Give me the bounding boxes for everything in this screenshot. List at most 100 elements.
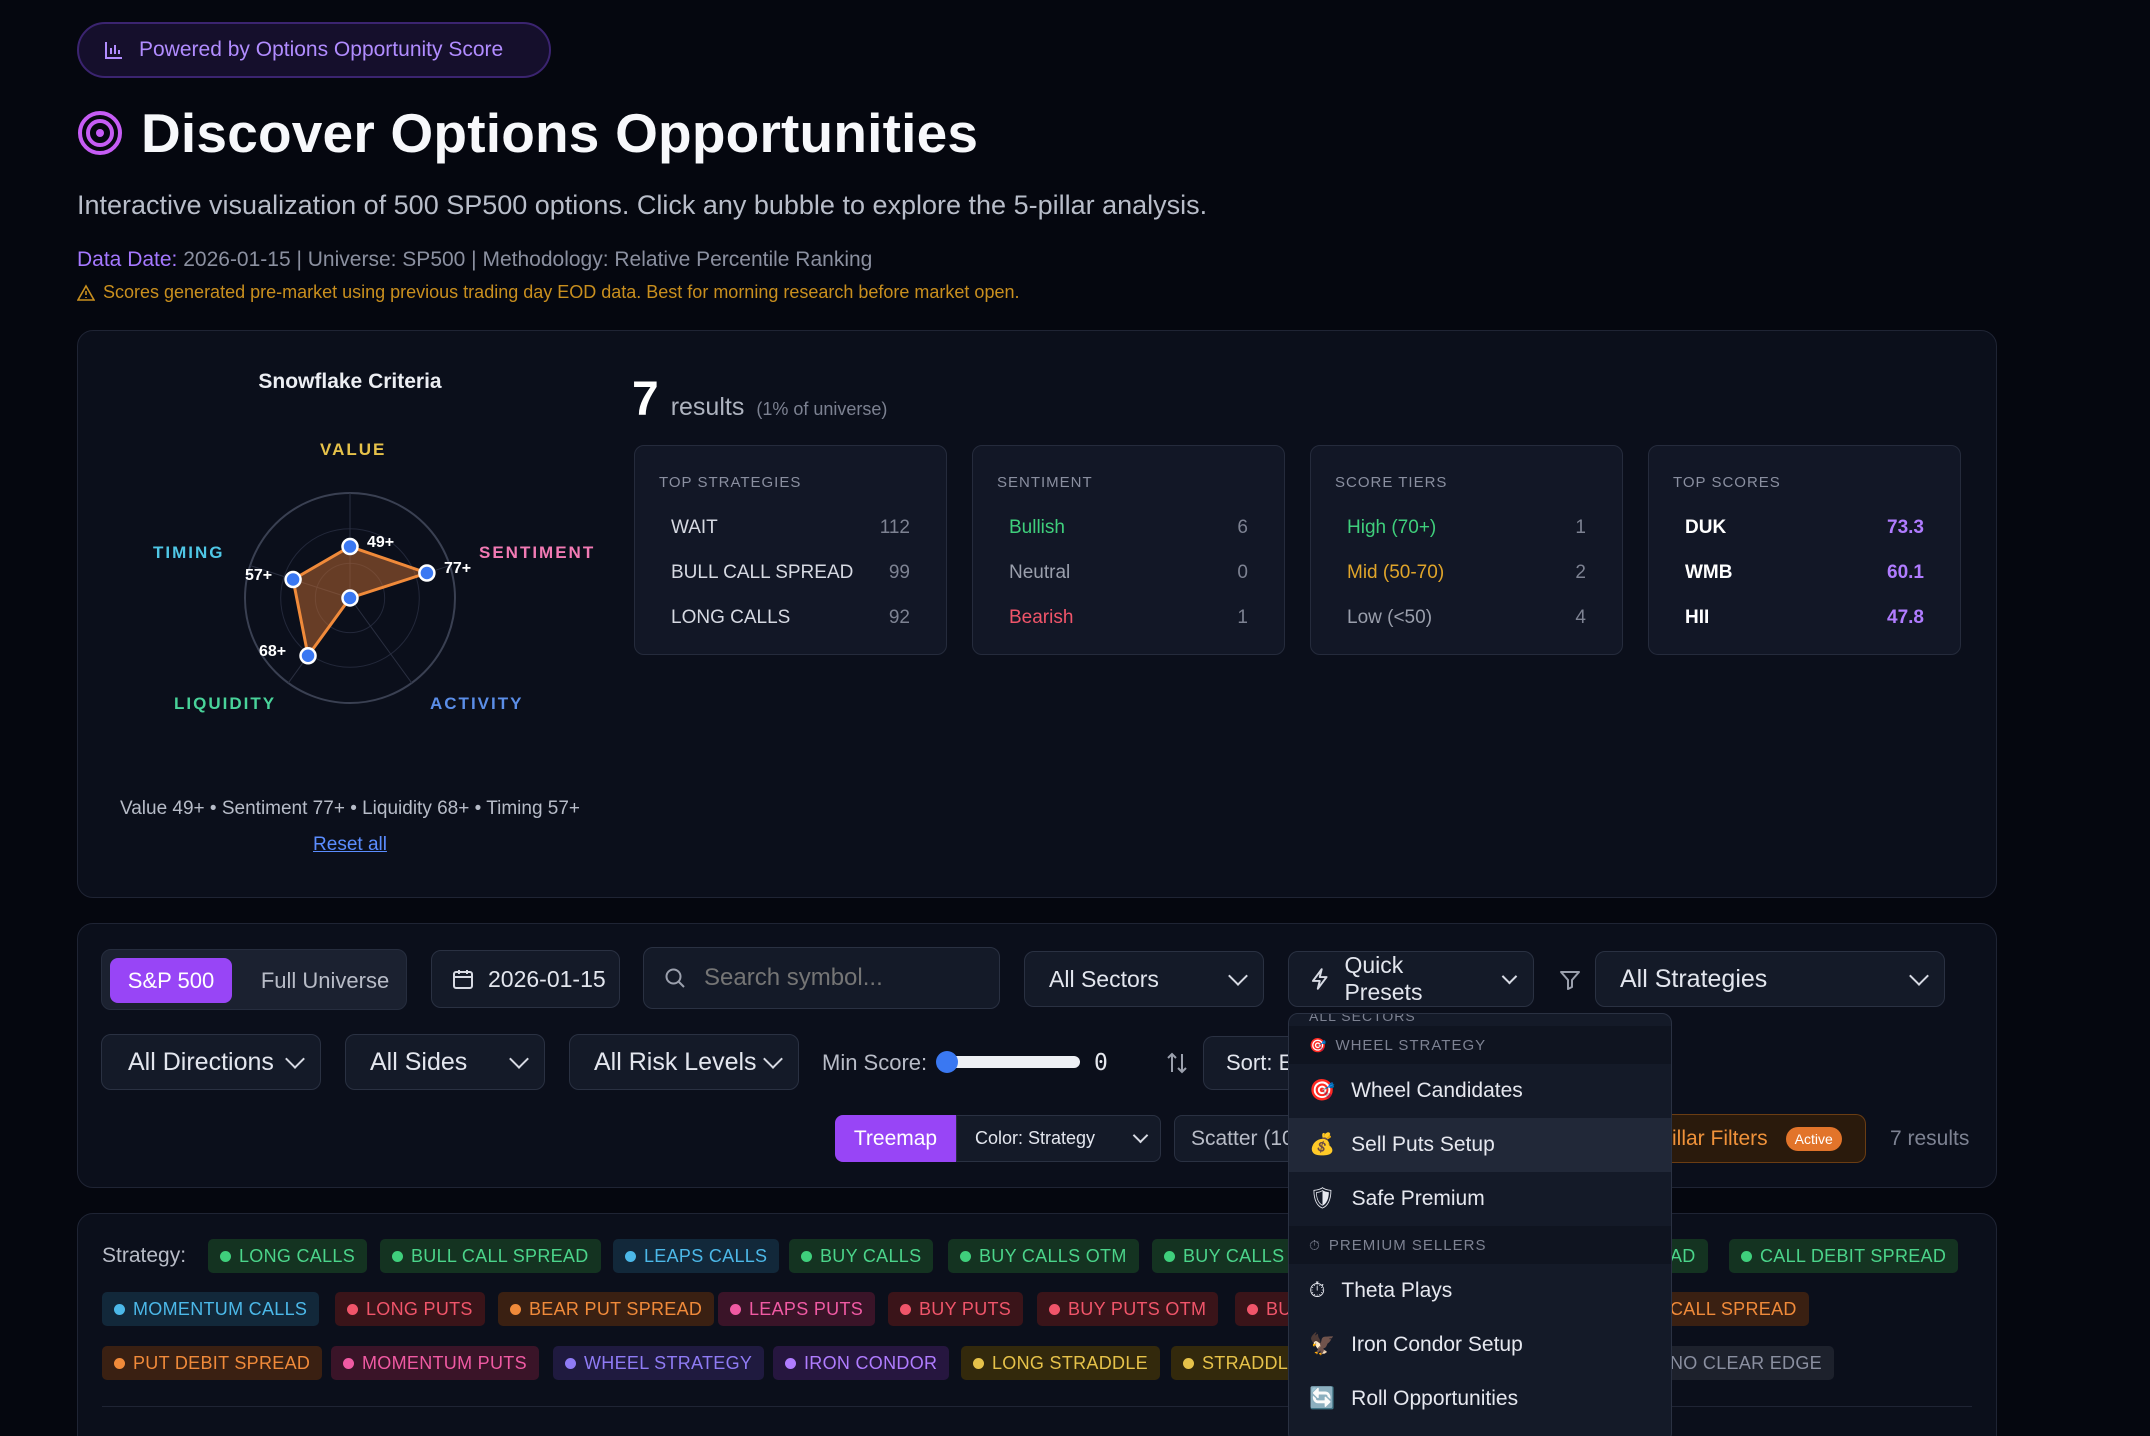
radar-handle-timing[interactable]: [284, 570, 302, 589]
min-score-thumb[interactable]: [936, 1051, 958, 1073]
strategy-pill[interactable]: BULL CALL SPREAD: [380, 1239, 601, 1273]
legend-dot: [347, 1303, 358, 1315]
stat-row-label: Neutral: [1009, 561, 1071, 583]
pill-label: BUY CALLS: [820, 1245, 922, 1266]
legend-dot: [960, 1250, 971, 1262]
strategy-pill[interactable]: WHEEL STRATEGY: [553, 1346, 765, 1380]
stat-row-value: 92: [888, 606, 910, 628]
stat-top-scores: TOP SCORES DUK 73.3 WMB 60.1 HII 47.8: [1648, 445, 1961, 655]
badge-text: Powered by Options Opportunity Score: [139, 38, 504, 61]
menu-item-roll-opportunities[interactable]: 🔄 Roll Opportunities: [1289, 1372, 1671, 1426]
stat-row-label: HII: [1685, 606, 1710, 628]
strategy-pill[interactable]: BEAR PUT SPREAD: [498, 1292, 715, 1326]
treemap-button[interactable]: Treemap: [835, 1115, 956, 1162]
sector-select[interactable]: All Sectors: [1024, 951, 1264, 1007]
search-box[interactable]: [643, 947, 1000, 1009]
strategy-pill[interactable]: BUY CALLS: [789, 1239, 934, 1273]
results-label: 7 results: [1890, 1127, 1970, 1150]
strategy-pill[interactable]: BUY CALLS ·: [1152, 1239, 1309, 1273]
min-score-track[interactable]: [938, 1056, 1080, 1068]
color-select[interactable]: Color: Strategy: [956, 1115, 1161, 1162]
menu-item-safe-premium[interactable]: 🛡 Safe Premium: [1289, 1172, 1671, 1226]
stat-row[interactable]: WMB 60.1: [1673, 550, 1936, 595]
radar-handle-value[interactable]: [341, 537, 359, 556]
filter-icon[interactable]: [1558, 968, 1582, 992]
universe-full-button[interactable]: Full Universe: [260, 967, 390, 993]
sort-direction-icon[interactable]: [1164, 1050, 1190, 1076]
strategy-pill[interactable]: NO CLEAR EDGE: [1660, 1346, 1834, 1380]
menu-item-sell-puts-setup[interactable]: 💰 Sell Puts Setup: [1289, 1118, 1671, 1172]
stat-row-value: 47.8: [1887, 606, 1924, 628]
stat-row-label: Low (<50): [1347, 606, 1433, 628]
strategy-pill[interactable]: LEAPS PUTS: [718, 1292, 876, 1326]
legend-dot: [1247, 1303, 1258, 1315]
chevron-down-icon: [1909, 966, 1929, 986]
strategy-pill[interactable]: PUT DEBIT SPREAD: [102, 1346, 323, 1380]
page-title-row: Discover Options Opportunities: [77, 98, 978, 168]
strategy-pill[interactable]: CALL DEBIT SPREAD: [1729, 1239, 1959, 1273]
universe-sp500-button[interactable]: S&P 500: [110, 958, 232, 1003]
risk-select[interactable]: All Risk Levels: [569, 1034, 799, 1090]
menu-group-label: PREMIUM SELLERS: [1328, 1236, 1487, 1254]
strategy-pill[interactable]: LONG PUTS: [335, 1292, 485, 1326]
stat-row[interactable]: DUK 73.3: [1673, 505, 1936, 550]
strategy-pill[interactable]: LONG STRADDLE: [961, 1346, 1160, 1380]
pill-label: WHEEL STRATEGY: [584, 1352, 753, 1373]
strategy-pill[interactable]: MOMENTUM PUTS: [331, 1346, 539, 1380]
legend-dot: [1741, 1250, 1752, 1262]
scatter-label: Scatter (10: [1191, 1126, 1288, 1150]
refresh-icon: 🔄: [1309, 1387, 1336, 1410]
pill-label: BEAR PUT SPREAD: [529, 1298, 703, 1319]
universe-toggle[interactable]: S&P 500 Full Universe: [101, 949, 407, 1010]
quick-presets-menu[interactable]: ALL SECTORS 🎯 WHEEL STRATEGY 🎯 Wheel Candi…: [1288, 1013, 1672, 1436]
search-icon: [665, 968, 685, 988]
data-meta-value: 2026-01-15 | Universe: SP500 | Methodolo…: [177, 248, 873, 271]
stat-row[interactable]: HII 47.8: [1673, 595, 1936, 640]
sort-select[interactable]: Sort: E: [1203, 1036, 1289, 1090]
menu-item-wheel-candidates[interactable]: 🎯 Wheel Candidates: [1289, 1064, 1671, 1118]
radar-handle-sentiment[interactable]: [418, 564, 436, 582]
side-select[interactable]: All Sides: [345, 1034, 545, 1090]
date-picker[interactable]: 2026-01-15: [431, 950, 620, 1008]
pill-label: BUY PUTS: [919, 1298, 1012, 1319]
strategy-select[interactable]: All Strategies: [1595, 951, 1945, 1007]
quick-presets-label: Quick Presets: [1344, 952, 1423, 1005]
radar-handle-liquidity[interactable]: [299, 647, 317, 665]
direction-select[interactable]: All Directions: [101, 1034, 321, 1090]
strategy-pill[interactable]: LEAPS CALLS: [613, 1239, 780, 1273]
dart-icon: 🎯: [1309, 1079, 1336, 1102]
snowflake-radar[interactable]: [230, 478, 470, 718]
stat-row: LONG CALLS 92: [659, 595, 922, 640]
search-input[interactable]: [704, 964, 984, 992]
legend-dot: [973, 1357, 984, 1369]
strategy-pill[interactable]: BUY CALLS OTM: [948, 1239, 1139, 1273]
stat-row-value: 112: [879, 516, 910, 538]
results-word: results: [670, 393, 745, 421]
stat-row-value: 2: [1575, 561, 1586, 583]
page-title: Discover Options Opportunities: [141, 102, 979, 164]
quick-presets-button[interactable]: Quick Presets: [1288, 951, 1534, 1007]
chevron-down-icon: [1132, 1127, 1149, 1144]
strategy-pill[interactable]: BUY PUTS: [888, 1292, 1024, 1326]
bar-chart-icon: [105, 42, 122, 59]
stat-sentiment: SENTIMENT Bullish 6 Neutral 0 Bearish 1: [972, 445, 1285, 655]
strategy-pill[interactable]: CALL SPREAD: [1660, 1292, 1809, 1326]
bird-icon: 🦅: [1309, 1333, 1336, 1356]
radar-handle-activity[interactable]: [341, 589, 359, 607]
stat-heading: SCORE TIERS: [1335, 474, 1448, 491]
stat-row: Bearish 1: [997, 595, 1260, 640]
menu-item-theta-plays[interactable]: ⏱ Theta Plays: [1289, 1264, 1671, 1318]
chevron-down-icon: [763, 1049, 783, 1069]
menu-item-iron-condor-setup[interactable]: 🦅 Iron Condor Setup: [1289, 1318, 1671, 1372]
target-icon: [78, 111, 122, 155]
scatter-button[interactable]: Scatter (10: [1174, 1115, 1288, 1162]
strategy-pill[interactable]: MOMENTUM CALLS: [102, 1292, 320, 1326]
data-date-label: Data Date:: [77, 248, 178, 271]
active-badge: Active: [1785, 1126, 1842, 1151]
stat-score-tiers: SCORE TIERS High (70+) 1 Mid (50-70) 2 Low…: [1310, 445, 1623, 655]
strategy-pill[interactable]: LONG CALLS: [208, 1239, 368, 1273]
pillar-filters-button[interactable]: illar Filters Active: [1672, 1114, 1866, 1163]
strategy-pill[interactable]: BUY PUTS OTM: [1037, 1292, 1219, 1326]
reset-all-link[interactable]: Reset all: [313, 834, 387, 855]
strategy-pill[interactable]: IRON CONDOR: [773, 1346, 950, 1380]
